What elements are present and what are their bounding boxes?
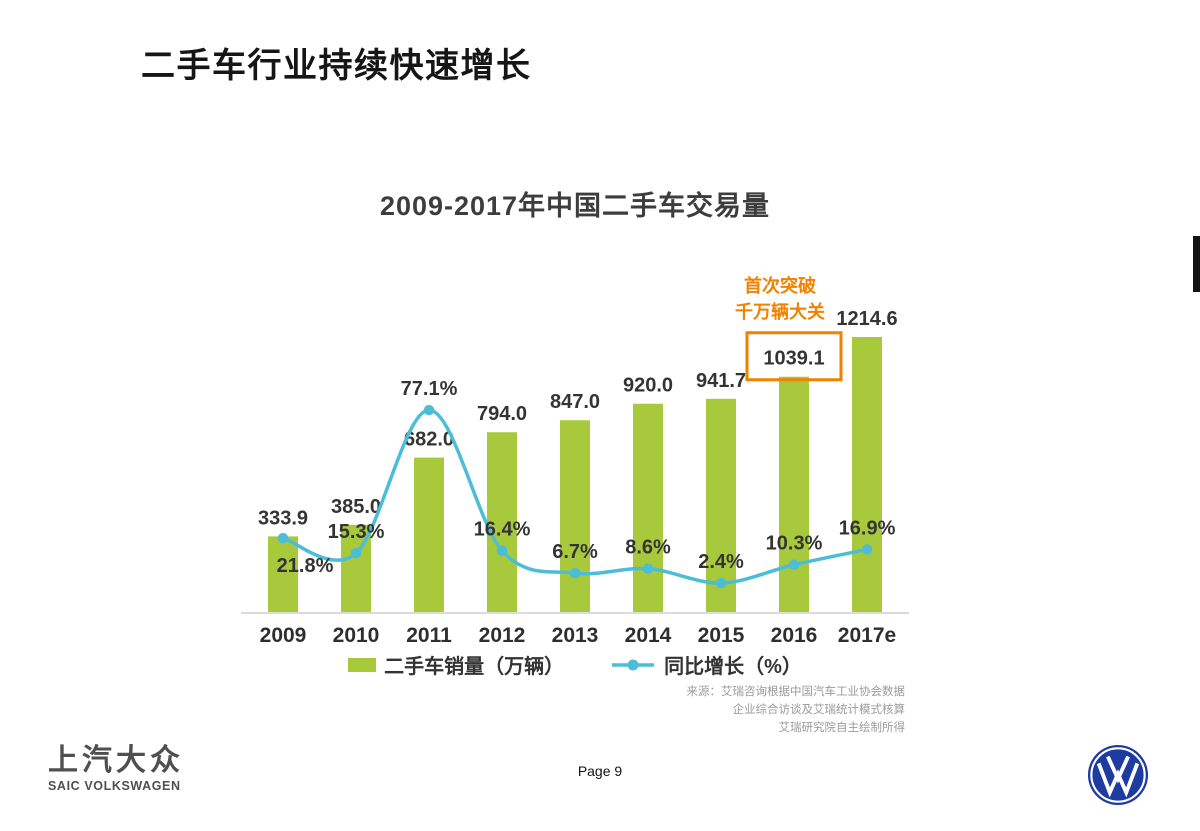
pct-label-2017e: 16.9%	[839, 517, 896, 539]
annotation-box	[745, 331, 843, 382]
pct-label-2012: 16.4%	[474, 519, 531, 541]
bar-value-label-2012: 794.0	[477, 403, 527, 425]
pct-label-2015: 2.4%	[698, 551, 744, 573]
bar-value-label-2009: 333.9	[258, 507, 308, 529]
x-axis-label-2015: 2015	[698, 624, 745, 647]
x-axis-label-2014: 2014	[625, 624, 672, 647]
chart-legend: 二手车销量（万辆） 同比增长（%）	[235, 650, 915, 679]
legend-line-swatch-icon	[612, 659, 655, 670]
source-line-3: 艾瑞研究院自主绘制所得	[778, 721, 906, 734]
legend-item-line: 同比增长（%）	[610, 650, 802, 679]
pct-label-2009: 21.8%	[277, 555, 334, 577]
bar-value-label-2010: 385.0	[331, 496, 381, 518]
bar-value-label-2011: 682.0	[404, 429, 454, 451]
annotation-text-line-1: 首次突破	[744, 275, 816, 296]
bar-2016	[779, 376, 809, 612]
pct-label-2016: 10.3%	[766, 533, 823, 555]
x-axis-label-2010: 2010	[333, 624, 380, 647]
legend-bar-label: 二手车销量（万辆）	[384, 656, 565, 678]
line-point-2015	[715, 577, 727, 589]
x-axis-label-2017e: 2017e	[838, 624, 896, 647]
bar-2014	[633, 403, 663, 612]
vw-logo-icon	[1087, 744, 1149, 806]
line-point-2011	[423, 404, 435, 416]
x-axis-label-2011: 2011	[406, 624, 452, 647]
pct-label-2014: 8.6%	[625, 537, 671, 559]
page-number: Page 9	[577, 763, 623, 779]
line-point-2010	[350, 547, 362, 559]
window-edge-artifact	[1193, 236, 1200, 292]
legend-bar-swatch-icon	[348, 657, 377, 672]
source-note: 来源：艾瑞咨询根据中国汽车工业协会数据 企业综合访谈及艾瑞统计模式核算 艾瑞研究…	[505, 684, 906, 737]
bar-value-label-2016: 1039.1	[763, 348, 824, 370]
line-point-2012	[496, 545, 508, 556]
legend-line-label: 同比增长（%）	[664, 656, 802, 678]
line-point-2009	[277, 532, 289, 544]
source-line-1: 来源：艾瑞咨询根据中国汽车工业协会数据	[686, 686, 906, 698]
annotation-text-line-2: 千万辆大关	[735, 301, 825, 322]
x-axis-label-2009: 2009	[260, 624, 307, 647]
trend-chart-svg: 333.9 2009 385.0 2010 682.0 2011 794.0 2012 847.…	[241, 275, 909, 647]
pct-label-2011: 77.1%	[401, 378, 458, 400]
bar-value-label-2015: 941.7	[696, 370, 746, 392]
bar-2011	[414, 457, 444, 612]
line-point-2017e	[861, 544, 873, 555]
bar-2015	[706, 398, 736, 612]
legend-item-bars: 二手车销量（万辆）	[348, 650, 564, 679]
line-point-2013	[569, 567, 581, 579]
line-point-2014	[642, 563, 654, 574]
source-line-2: 企业综合访谈及艾瑞统计模式核算	[732, 703, 906, 716]
bar-value-label-2014: 920.0	[623, 375, 673, 397]
x-axis-label-2013: 2013	[552, 624, 599, 647]
x-axis-label-2016: 2016	[771, 624, 818, 647]
line-point-2016	[788, 559, 800, 570]
bar-2009	[268, 536, 298, 612]
slide-title: 二手车行业持续快速增长	[141, 47, 532, 85]
bar-value-label-2017e: 1214.6	[836, 308, 897, 330]
bar-2013	[560, 420, 590, 612]
x-axis-label-2012: 2012	[479, 624, 526, 647]
bar-2017e	[852, 337, 882, 612]
pct-label-2013: 6.7%	[552, 541, 598, 563]
bar-value-label-2013: 847.0	[550, 391, 600, 413]
growth-rate-line	[282, 408, 868, 585]
chart-title: 2009-2017年中国二手车交易量	[379, 191, 771, 221]
bar-2012	[487, 432, 517, 612]
pct-label-2010: 15.3%	[328, 521, 385, 543]
brand-block: 上汽大众 SAIC VOLKSWAGEN	[48, 744, 184, 793]
brand-name-cn: 上汽大众	[48, 744, 184, 777]
brand-name-en: SAIC VOLKSWAGEN	[48, 779, 181, 793]
